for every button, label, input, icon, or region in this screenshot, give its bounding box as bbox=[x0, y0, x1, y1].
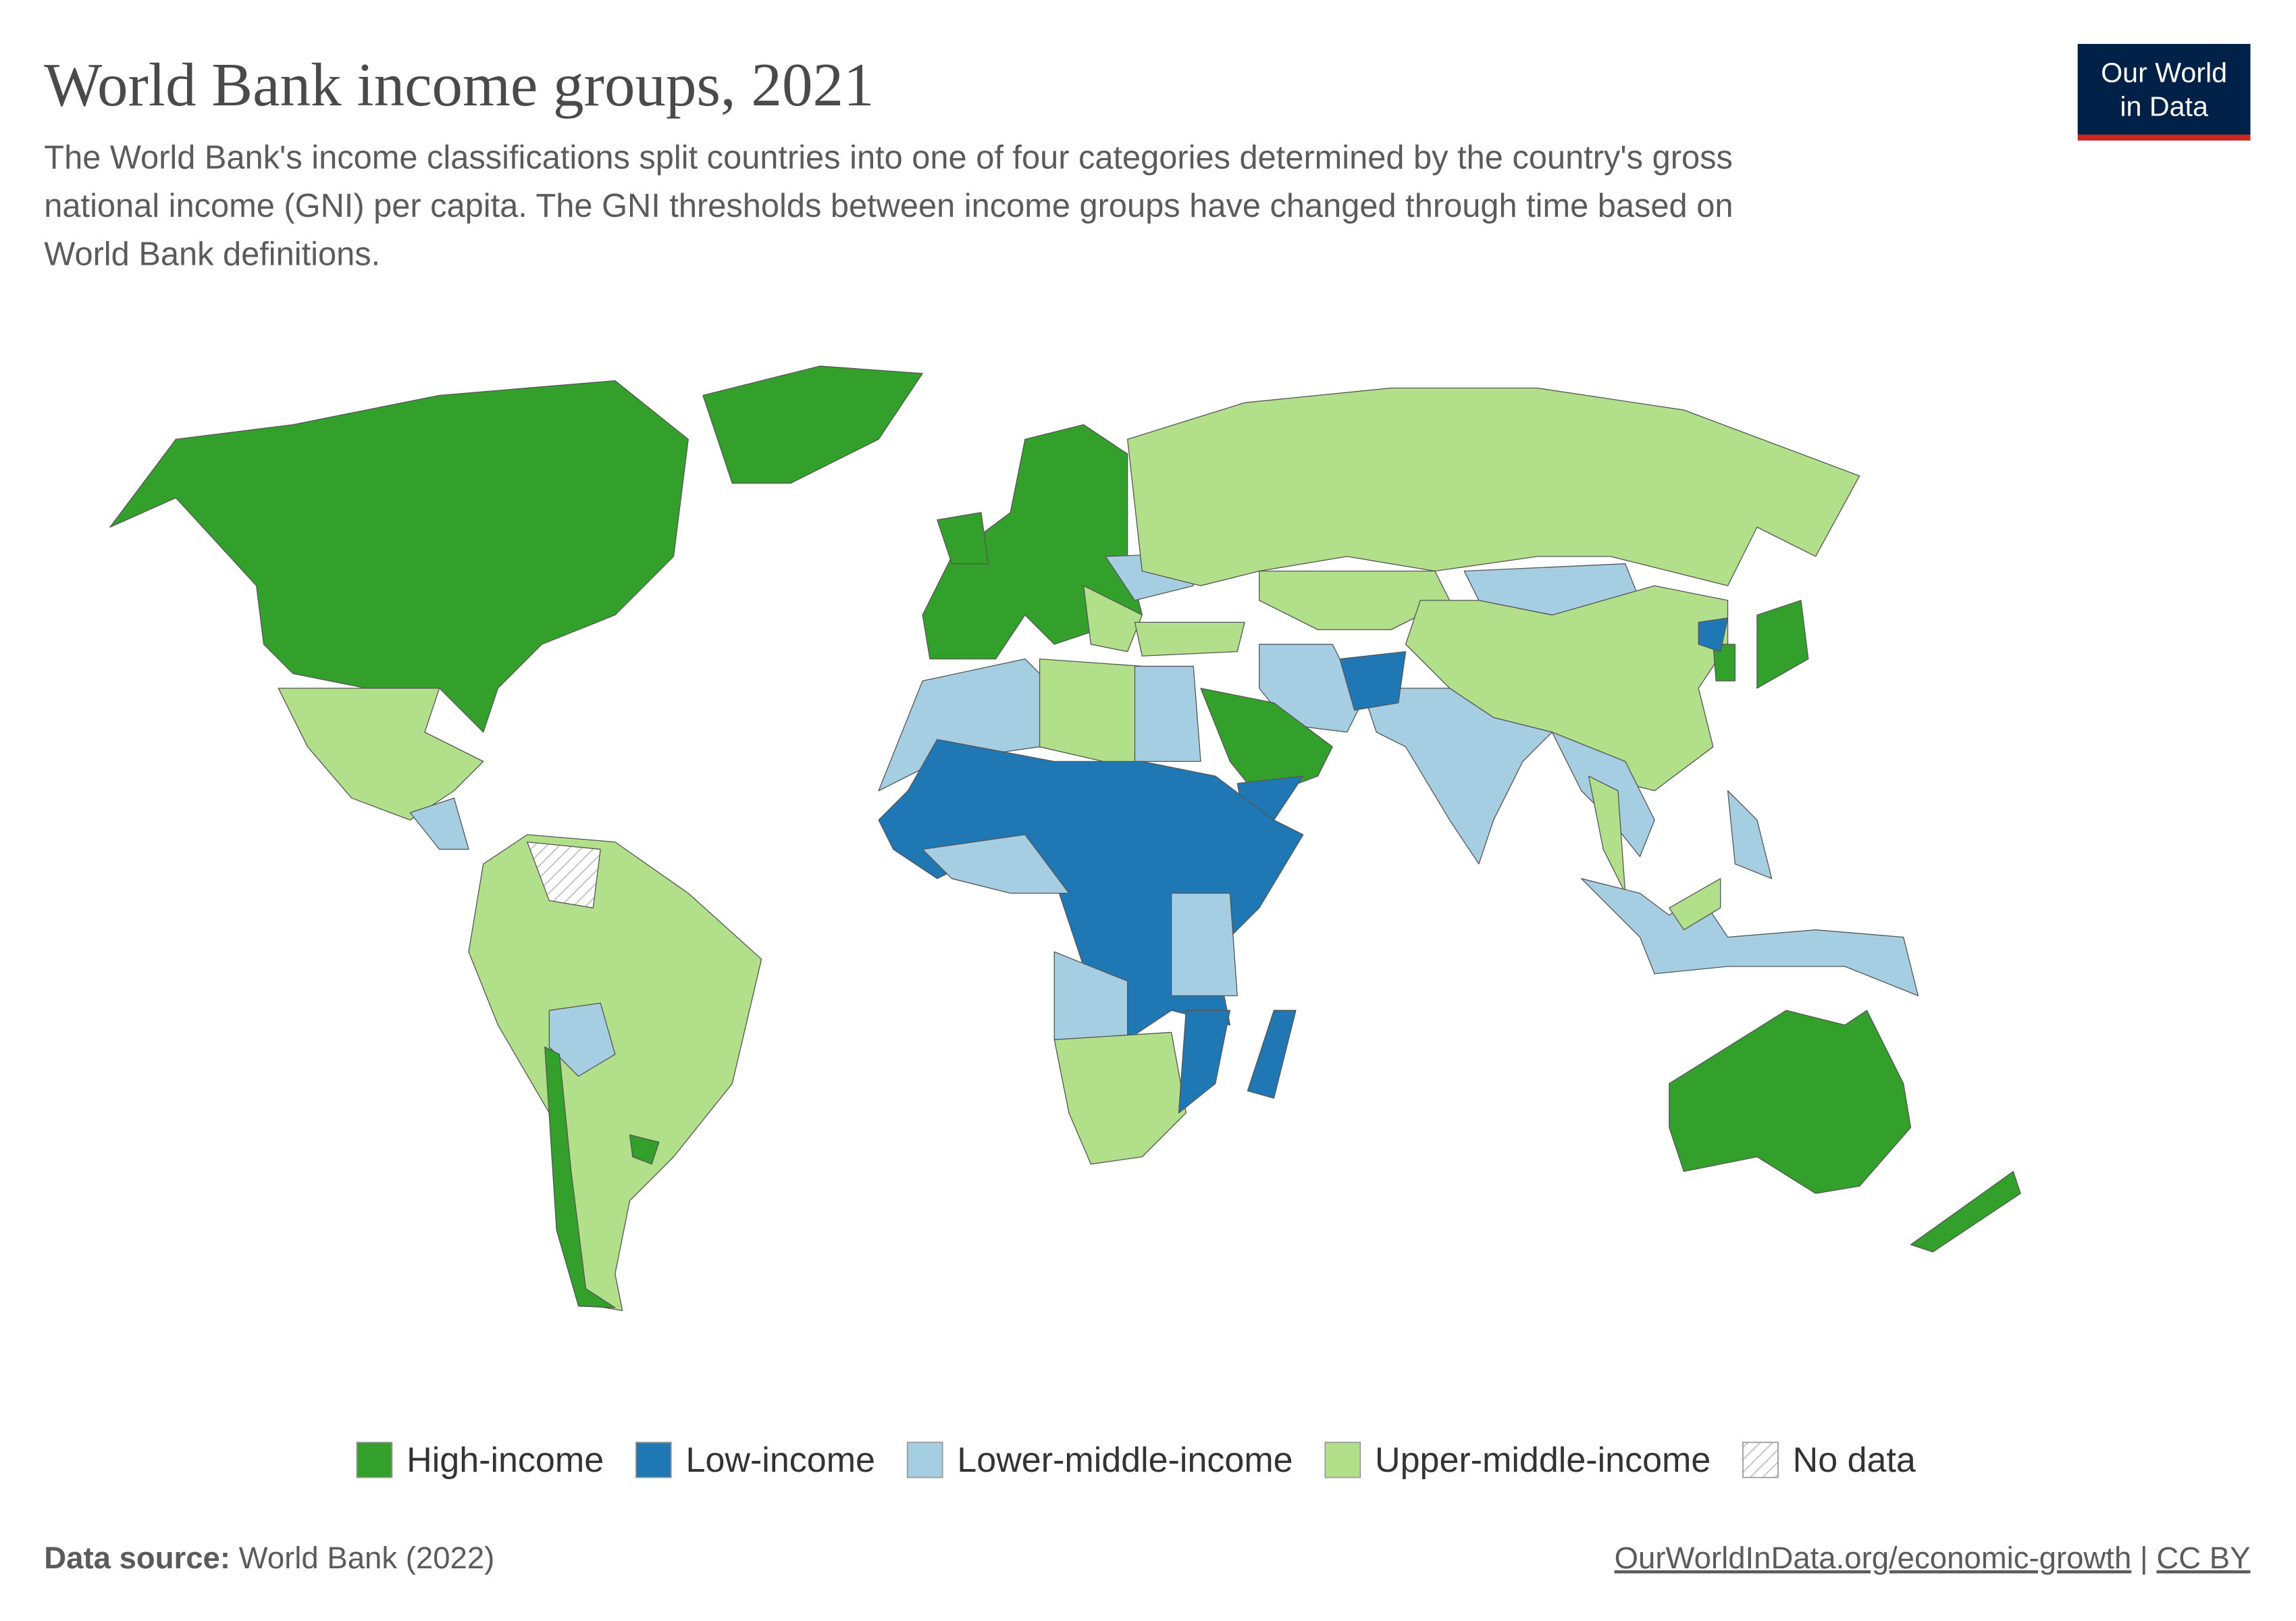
country[interactable] bbox=[1171, 892, 1238, 996]
logo-text: Our World bbox=[2101, 57, 2227, 88]
legend-swatch bbox=[635, 1441, 672, 1478]
legend-item[interactable]: Low-income bbox=[635, 1441, 875, 1480]
logo-bar bbox=[2077, 134, 2251, 141]
subtitle-line: World Bank definitions. bbox=[44, 236, 380, 272]
country[interactable] bbox=[629, 1134, 660, 1165]
legend-label: No data bbox=[1793, 1441, 1916, 1480]
country[interactable] bbox=[1247, 1010, 1297, 1099]
legend: High-income Low-income Lower-middle-income… bbox=[356, 1441, 1916, 1480]
legend-label: Upper-middle-income bbox=[1375, 1441, 1711, 1480]
license[interactable]: CC BY bbox=[2156, 1541, 2250, 1575]
country[interactable] bbox=[409, 797, 469, 850]
country[interactable] bbox=[1259, 570, 1451, 630]
footer-links: OurWorldInData.org/economic-growth | CC … bbox=[1615, 1541, 2251, 1575]
source-label: Data source: bbox=[44, 1541, 230, 1575]
source-text: World Bank (2022) bbox=[239, 1541, 495, 1575]
legend-item[interactable]: Lower-middle-income bbox=[906, 1441, 1293, 1480]
logo[interactable]: Our World in Data bbox=[2077, 44, 2251, 141]
country[interactable] bbox=[278, 688, 484, 821]
country[interactable] bbox=[1339, 651, 1407, 711]
country[interactable] bbox=[109, 380, 689, 733]
country[interactable] bbox=[1259, 644, 1363, 733]
country[interactable] bbox=[1361, 688, 1553, 865]
legend-item[interactable]: Upper-middle-income bbox=[1324, 1441, 1711, 1480]
country[interactable] bbox=[527, 841, 601, 908]
legend-swatch bbox=[906, 1441, 943, 1478]
country[interactable] bbox=[1178, 1010, 1231, 1114]
legend-swatch bbox=[1324, 1441, 1361, 1478]
country[interactable] bbox=[1713, 644, 1736, 681]
country[interactable] bbox=[937, 512, 989, 565]
country[interactable] bbox=[922, 834, 1070, 894]
world-map bbox=[109, 365, 2021, 1312]
source: Data source: World Bank (2022) bbox=[44, 1541, 494, 1575]
logo-text: in Data bbox=[2120, 91, 2208, 122]
country[interactable] bbox=[1082, 585, 1143, 652]
subtitle-line: national income (GNI) per capita. The GN… bbox=[44, 188, 1733, 224]
country[interactable] bbox=[1581, 878, 1919, 996]
legend-label: Lower-middle-income bbox=[957, 1441, 1293, 1480]
legend-swatch bbox=[1742, 1441, 1779, 1478]
country[interactable] bbox=[1910, 1170, 2021, 1253]
country[interactable] bbox=[468, 834, 762, 1312]
country[interactable] bbox=[548, 1002, 616, 1077]
legend-label: High-income bbox=[407, 1441, 604, 1480]
link[interactable]: OurWorldInData.org/economic-growth bbox=[1615, 1541, 2132, 1575]
title: World Bank income groups, 2021 bbox=[44, 51, 874, 119]
legend-label: Low-income bbox=[686, 1441, 875, 1480]
country[interactable] bbox=[1200, 688, 1333, 799]
subtitle-line: The World Bank's income classifications … bbox=[44, 139, 1733, 176]
separator: | bbox=[2140, 1541, 2148, 1575]
legend-item[interactable]: High-income bbox=[356, 1441, 604, 1480]
country[interactable] bbox=[1698, 617, 1729, 652]
country[interactable] bbox=[1053, 1031, 1187, 1165]
country[interactable] bbox=[1669, 1010, 1912, 1194]
country[interactable] bbox=[544, 1046, 616, 1308]
country[interactable] bbox=[702, 365, 923, 484]
country[interactable] bbox=[1126, 387, 1860, 586]
country[interactable] bbox=[1727, 790, 1773, 879]
logo-box bbox=[2077, 44, 2251, 135]
country[interactable] bbox=[1134, 665, 1201, 763]
country[interactable] bbox=[1756, 600, 1809, 689]
legend-item[interactable]: No data bbox=[1742, 1441, 1916, 1480]
country[interactable] bbox=[1134, 621, 1245, 657]
country[interactable] bbox=[1669, 878, 1721, 931]
legend-swatch bbox=[356, 1441, 393, 1478]
